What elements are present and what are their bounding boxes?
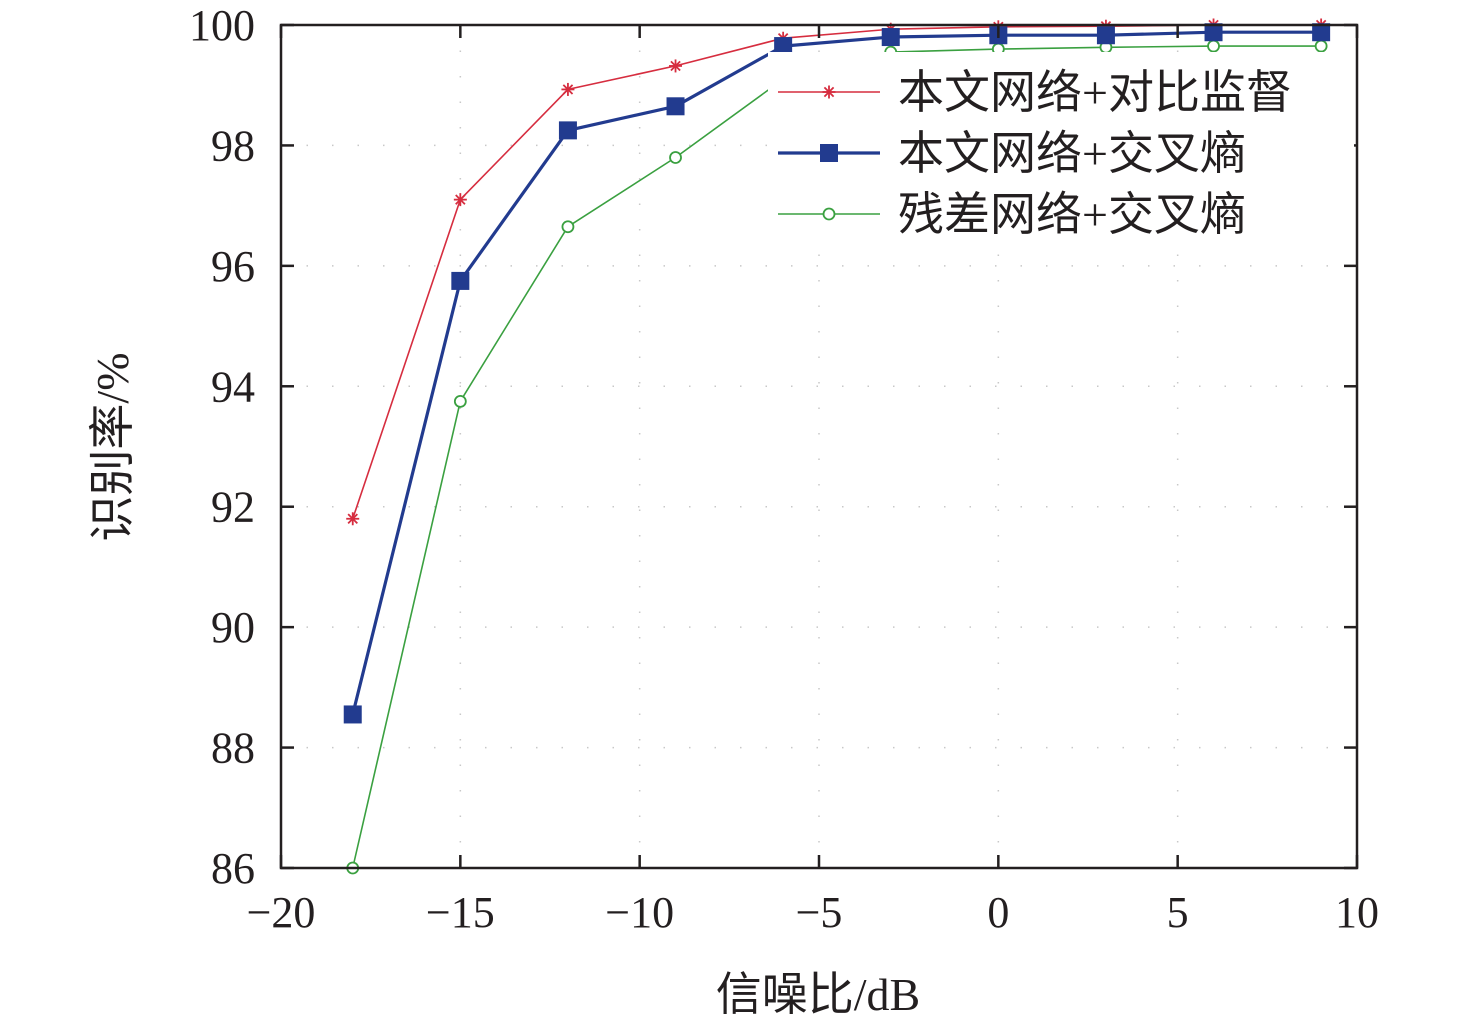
legend-box	[768, 52, 1354, 242]
legend-item: 本文网络+交叉熵	[778, 128, 1246, 179]
x-tick-label: −10	[605, 888, 674, 937]
legend-marker	[822, 85, 836, 99]
y-tick-label: 98	[211, 121, 255, 170]
series-line	[351, 30, 1322, 715]
y-tick-label: 88	[211, 724, 255, 773]
data-point	[1207, 39, 1220, 53]
series-square	[343, 23, 1331, 724]
data-point	[558, 121, 577, 140]
x-tick-label: −15	[426, 888, 495, 937]
y-axis-title: 识别率/%	[87, 352, 138, 541]
x-tick-label: −20	[247, 888, 316, 937]
data-point	[453, 193, 467, 207]
data-point	[774, 37, 793, 56]
data-point	[343, 705, 362, 724]
data-point	[451, 271, 470, 290]
y-tick-label: 86	[211, 844, 255, 893]
x-tick-label: 10	[1335, 888, 1379, 937]
y-tick-label: 90	[211, 603, 255, 652]
data-point	[1096, 26, 1115, 45]
data-point	[561, 220, 575, 234]
y-tick-label: 100	[189, 1, 255, 50]
data-point	[346, 512, 360, 526]
data-point	[881, 28, 900, 47]
data-point	[561, 82, 575, 96]
data-point	[666, 97, 685, 116]
data-point	[1312, 23, 1331, 42]
legend-marker	[820, 144, 838, 162]
grid-lines	[281, 25, 1357, 868]
x-axis-title: 信噪比/dB	[716, 969, 920, 1020]
x-tick-label: 0	[987, 888, 1009, 937]
x-tick-label: −5	[796, 888, 843, 937]
legend-label: 本文网络+交叉熵	[898, 128, 1246, 179]
legend-label: 残差网络+交叉熵	[898, 189, 1246, 240]
data-point	[669, 151, 682, 164]
y-tick-label: 96	[211, 242, 255, 291]
data-point	[453, 394, 467, 408]
legend-item: 残差网络+交叉熵	[778, 189, 1246, 240]
legend-marker	[822, 207, 836, 221]
data-point	[1204, 23, 1223, 42]
x-tick-label: 5	[1167, 888, 1189, 937]
y-tick-label: 92	[211, 483, 255, 532]
legend-item: 本文网络+对比监督	[778, 67, 1292, 118]
data-point	[1314, 39, 1328, 53]
data-point	[669, 59, 683, 73]
y-tick-label: 94	[211, 362, 255, 411]
legend-label: 本文网络+对比监督	[898, 67, 1292, 118]
axis-ticks: −20 −15 −10 −5 0 5 10 86 88 90 92 94 96 98 100	[189, 1, 1379, 937]
